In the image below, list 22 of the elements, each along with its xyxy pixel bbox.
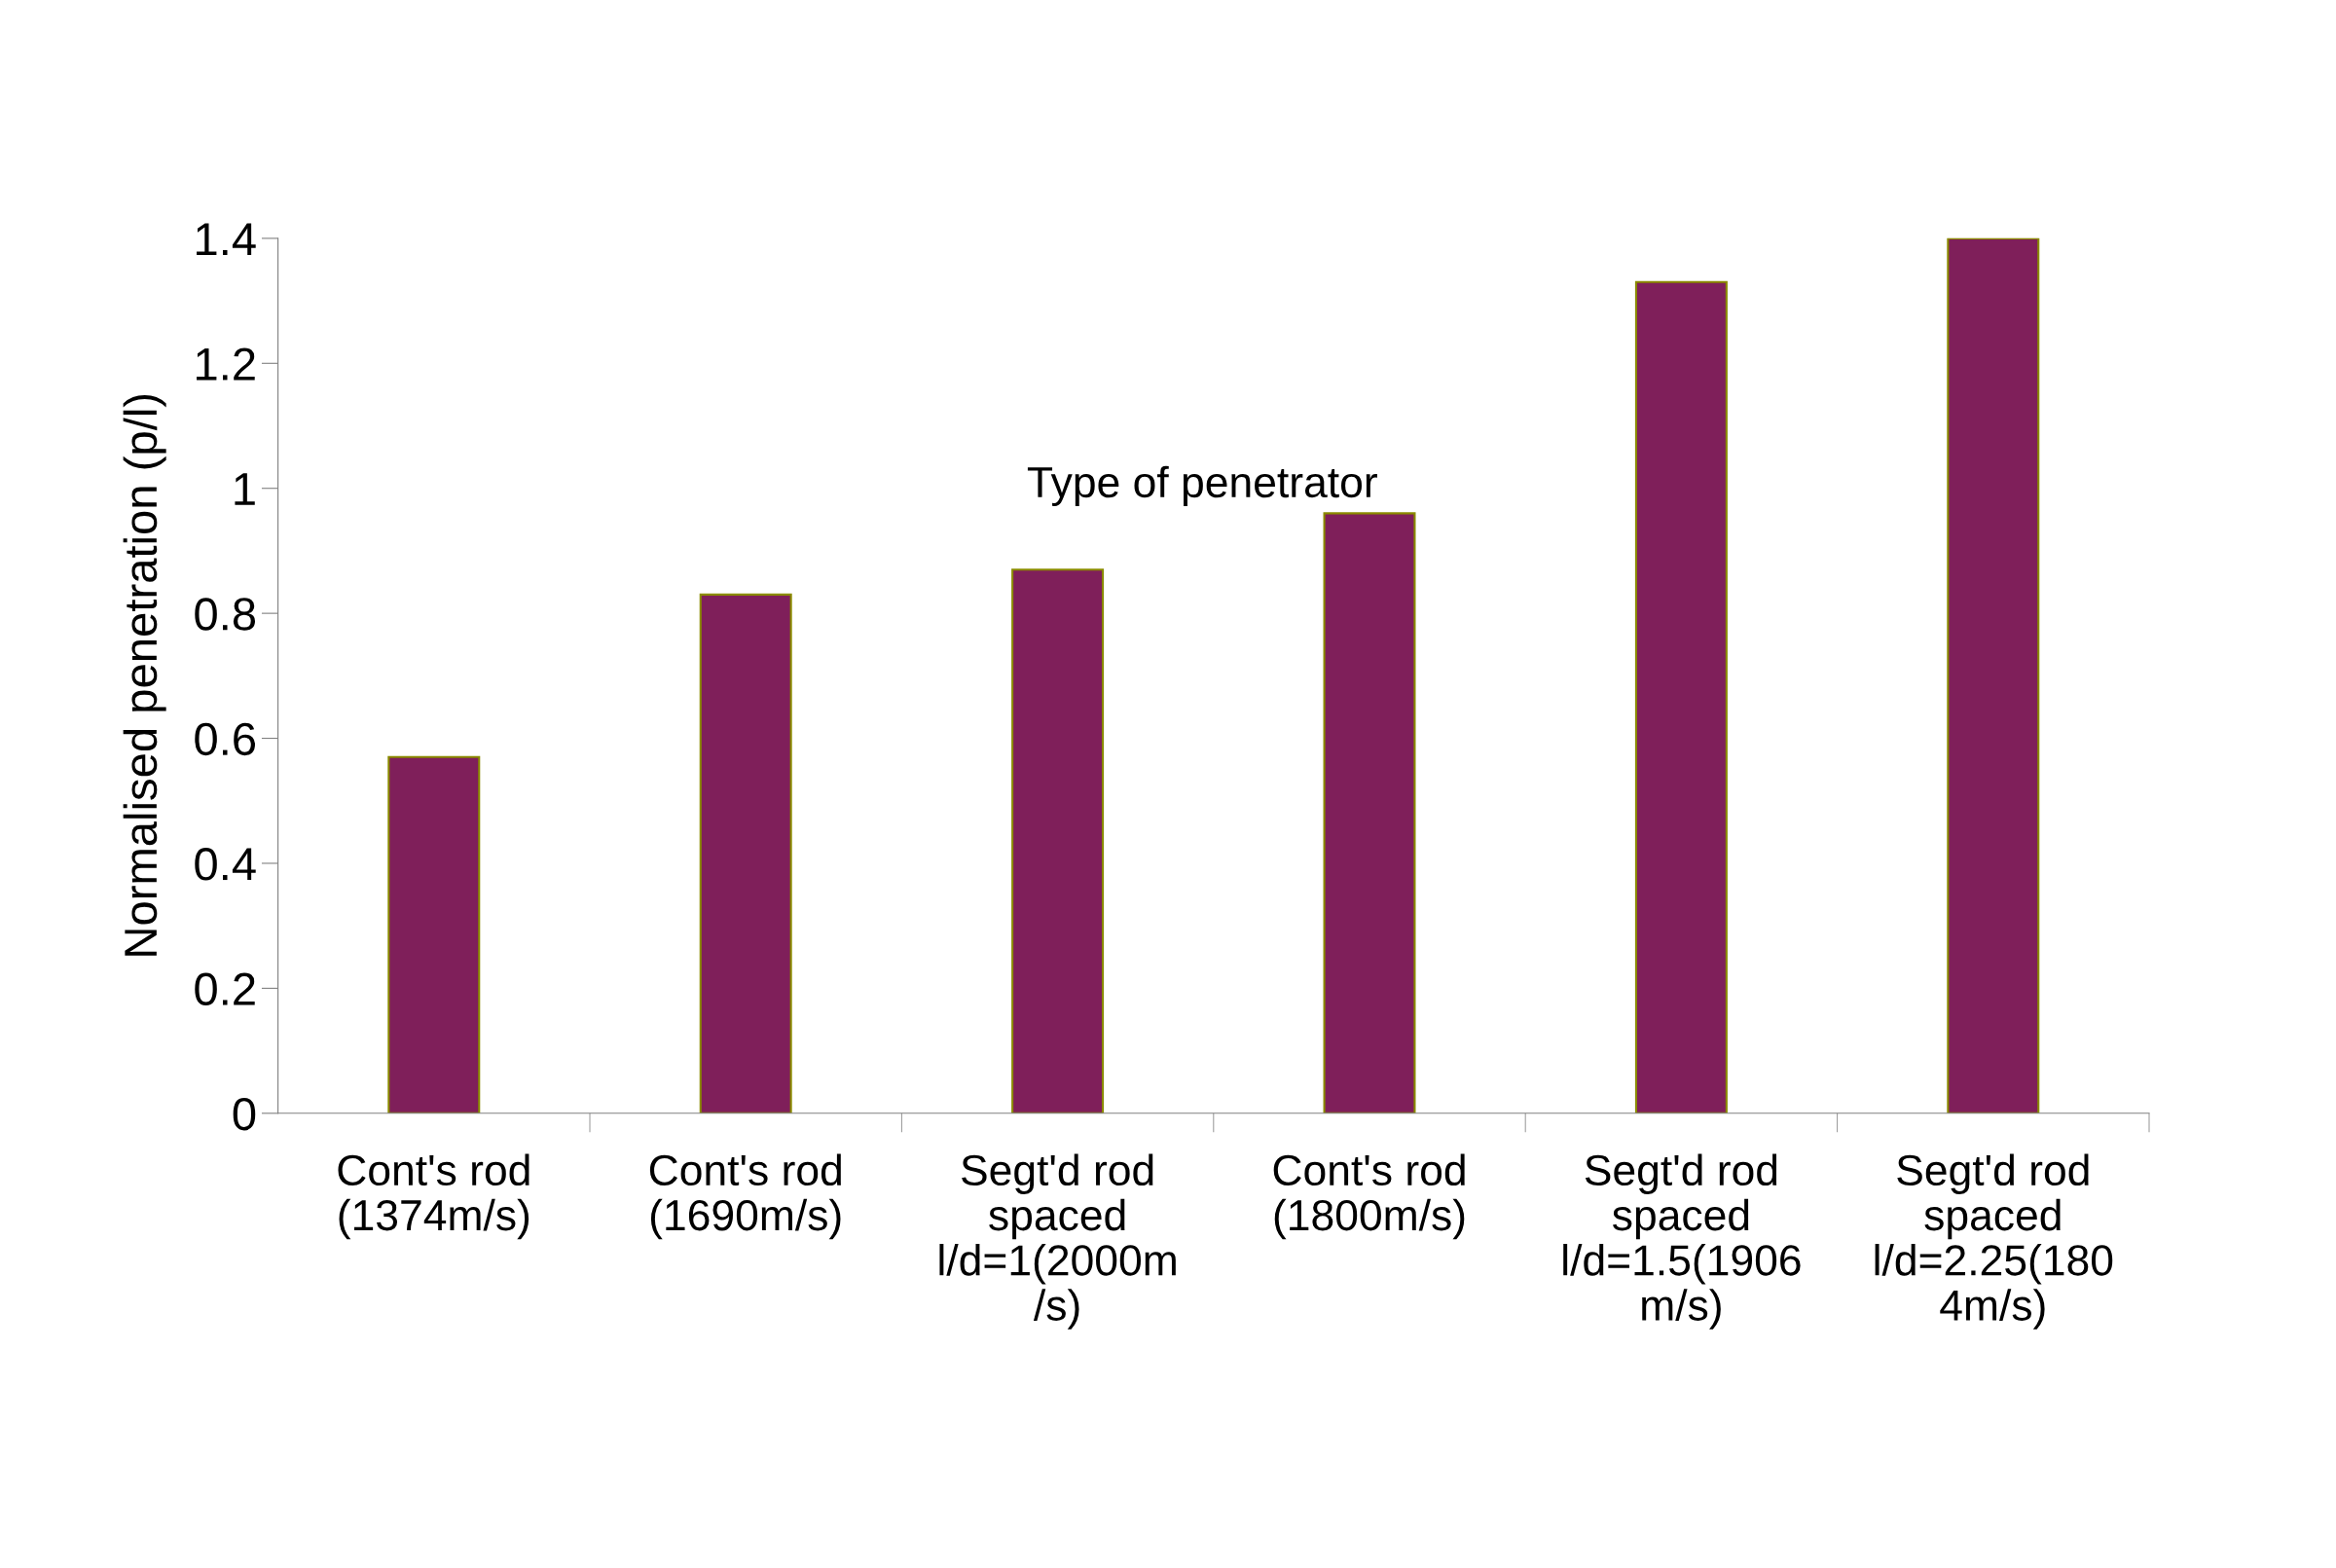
y-tick-label: 0.4 [195,848,256,881]
y-tick-label: 0 [233,1097,256,1131]
x-tick-label: Segt'd rod spaced l/d=1(2000m /s) [939,1153,1176,1330]
bar [1011,568,1105,1113]
y-tick-label: 0.6 [195,722,255,756]
y-tick-label: 1 [235,473,255,505]
x-tick-label: Segt'd rod spaced l/d=1.5(1906 m/s) [1563,1153,1801,1330]
y-tick-label: 0.2 [195,972,255,1005]
bar [1634,280,1728,1113]
x-tick-label: Cont's rod (1800m/s) [1273,1153,1465,1240]
bar [1323,512,1416,1113]
y-axis-title: Normalised penetration (p/l) [123,394,166,956]
bar [1947,237,2040,1113]
x-tick-label: Segt'd rod spaced l/d=2.25(180 4m/s) [1875,1153,2113,1330]
bar [387,755,481,1113]
y-tick-label: 0.8 [195,598,256,631]
bar [699,593,792,1113]
x-axis-title: Type of penetrator [1027,465,1377,507]
x-tick-label: Cont's rod (1374m/s) [338,1153,529,1240]
y-tick-label: 1.2 [197,347,255,381]
x-tick-label: Cont's rod (1690m/s) [649,1153,841,1240]
y-tick-label: 1.4 [197,223,256,255]
